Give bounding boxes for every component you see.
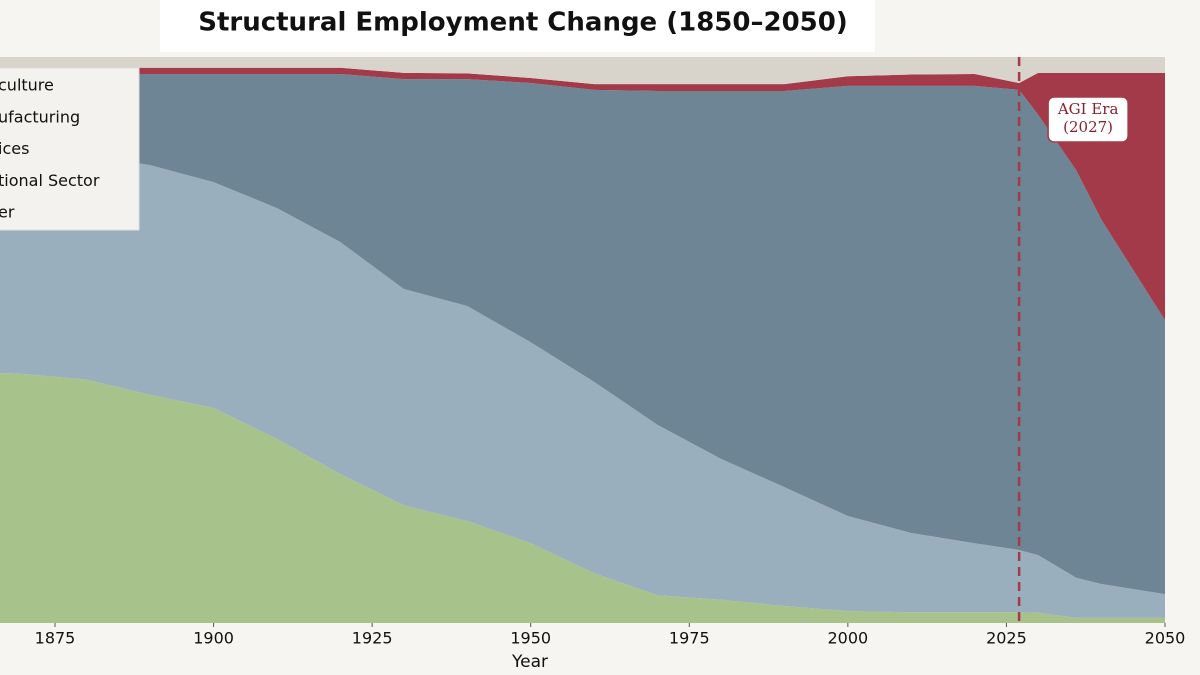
x-tick-label: 1875 [35,629,76,648]
area [0,57,1165,85]
x-tick-label: 2025 [986,629,1027,648]
title-box [160,0,875,52]
legend-entry: er [0,203,15,222]
legend-entry: ufacturing [0,107,80,126]
area [0,67,1165,321]
x-tick-label: 1925 [352,629,393,648]
annotation-text: AGI Era [1057,100,1119,118]
legend-entry: tional Sector [0,171,100,190]
annotation-text: (2027) [1063,118,1113,136]
area [0,73,1165,595]
annotation-box [1047,96,1129,143]
x-tick-label: 2050 [1145,629,1186,648]
x-tick-label: 2000 [827,629,868,648]
plot-area [0,57,1165,623]
x-tick-label: 1950 [510,629,551,648]
legend-box [0,67,140,231]
legend-entry: culture [0,76,54,95]
x-axis-label: Year [511,652,548,672]
x-tick-label: 1975 [669,629,710,648]
area [0,372,1165,623]
area [0,145,1165,618]
x-tick-label: 1900 [193,629,234,648]
legend-entry: ices [0,139,29,158]
chart-title: Structural Employment Change (1850–2050) [198,8,848,38]
